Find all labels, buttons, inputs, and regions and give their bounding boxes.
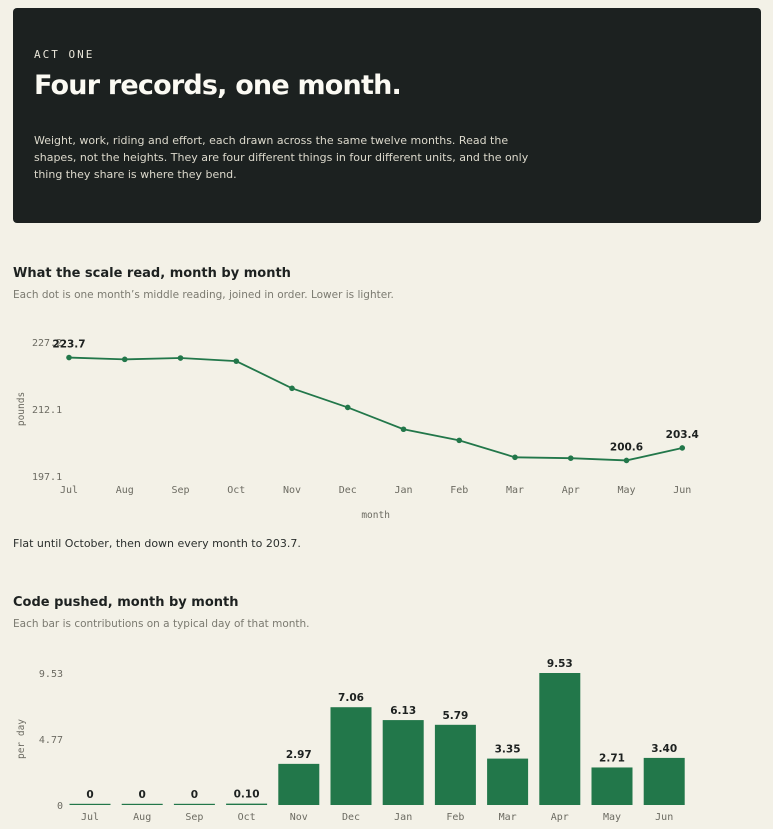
code-chart-title: Code pushed, month by month	[13, 595, 239, 610]
x-tick-label: May	[603, 812, 621, 823]
bar	[539, 673, 581, 805]
x-tick-label: Oct	[238, 812, 256, 823]
weight-chart-subtitle: Each dot is one month’s middle reading, …	[13, 289, 394, 301]
code-bar-chart: 0 4.77 9.53 per day 0 Jul 0 Aug 0 Sep 0.10 Oct 2.97 N…	[16, 658, 685, 823]
x-tick-label: Apr	[562, 485, 580, 496]
x-tick-label: Jun	[655, 812, 673, 823]
y-tick-label: 227.2	[32, 338, 62, 349]
x-tick-label: Mar	[499, 812, 517, 823]
data-point	[344, 404, 351, 411]
bar	[330, 707, 372, 805]
weight-series-line	[68, 356, 683, 462]
y-tick-label: 197.1	[32, 472, 62, 483]
data-label: 203.4	[666, 429, 699, 441]
weight-chart-caption: Flat until October, then down every mont…	[13, 537, 301, 550]
x-tick-label: Dec	[339, 485, 357, 496]
x-tick-label: Dec	[342, 812, 360, 823]
bar-value-label: 7.06	[338, 692, 364, 704]
y-tick-label: 212.1	[32, 405, 62, 416]
bar	[121, 803, 163, 805]
x-tick-label: Aug	[116, 485, 134, 496]
x-tick-label: Jun	[673, 485, 691, 496]
bar-value-label: 5.79	[442, 710, 468, 722]
y-axis-label: pounds	[16, 392, 27, 426]
bar	[173, 803, 215, 805]
bar-value-label: 0	[139, 789, 146, 801]
data-point	[233, 358, 240, 364]
x-axis-label: month	[361, 510, 390, 521]
x-tick-label: May	[617, 485, 635, 496]
x-tick-label: Nov	[290, 812, 308, 823]
y-tick-label: 0	[57, 801, 63, 812]
bar	[434, 724, 476, 805]
data-label: 200.6	[610, 441, 643, 453]
bar-value-label: 0	[86, 789, 93, 801]
bar	[382, 720, 424, 805]
data-point	[400, 426, 407, 433]
code-chart-subtitle: Each bar is contributions on a typical d…	[13, 618, 310, 630]
x-tick-label: Oct	[227, 485, 245, 496]
bar-value-label: 6.13	[390, 705, 416, 717]
bar-value-label: 2.97	[286, 749, 312, 761]
x-tick-label: Feb	[450, 485, 468, 496]
data-point	[623, 457, 630, 464]
hero-title: Four records, one month.	[34, 70, 402, 101]
bar-value-label: 0.10	[234, 789, 260, 801]
bar	[69, 803, 111, 805]
x-tick-label: Mar	[506, 485, 524, 496]
bar-value-label: 3.40	[651, 743, 677, 755]
x-tick-label: Jan	[394, 812, 412, 823]
data-point	[567, 455, 574, 461]
y-tick-label: 4.77	[39, 735, 63, 746]
data-label: 223.7	[52, 339, 85, 351]
x-tick-label: Jul	[60, 485, 78, 496]
weight-line-chart: 197.1 212.1 227.2 pounds Jul Aug Sep Oct Nov Dec J…	[16, 338, 699, 521]
bar	[643, 757, 685, 805]
data-point	[679, 445, 686, 451]
bar	[278, 763, 320, 805]
data-point	[121, 356, 128, 363]
data-point	[289, 385, 295, 392]
x-tick-label: Jul	[81, 812, 99, 823]
x-tick-label: Sep	[185, 812, 203, 823]
hero-eyebrow: ACT ONE	[34, 48, 95, 61]
x-tick-label: Aug	[133, 812, 151, 823]
bar	[226, 803, 268, 805]
bar	[591, 767, 633, 805]
data-point	[512, 454, 518, 461]
bar-value-label: 2.71	[599, 752, 625, 764]
bar	[487, 758, 529, 805]
bar-value-label: 3.35	[495, 744, 521, 756]
data-point	[456, 437, 463, 444]
x-tick-label: Sep	[171, 485, 189, 496]
x-tick-label: Nov	[283, 485, 301, 496]
x-tick-label: Apr	[551, 812, 569, 823]
data-point	[66, 354, 72, 361]
x-tick-label: Jan	[394, 485, 412, 496]
weight-chart-title: What the scale read, month by month	[13, 266, 291, 281]
hero-banner: ACT ONE Four records, one month. Weight,…	[13, 8, 761, 223]
bar-value-label: 9.53	[547, 658, 573, 670]
hero-body: Weight, work, riding and effort, each dr…	[34, 134, 529, 181]
y-tick-label: 9.53	[39, 669, 63, 680]
bar-value-label: 0	[191, 789, 198, 801]
data-point	[177, 355, 184, 361]
y-axis-label: per day	[16, 719, 27, 759]
x-tick-label: Feb	[446, 812, 464, 823]
